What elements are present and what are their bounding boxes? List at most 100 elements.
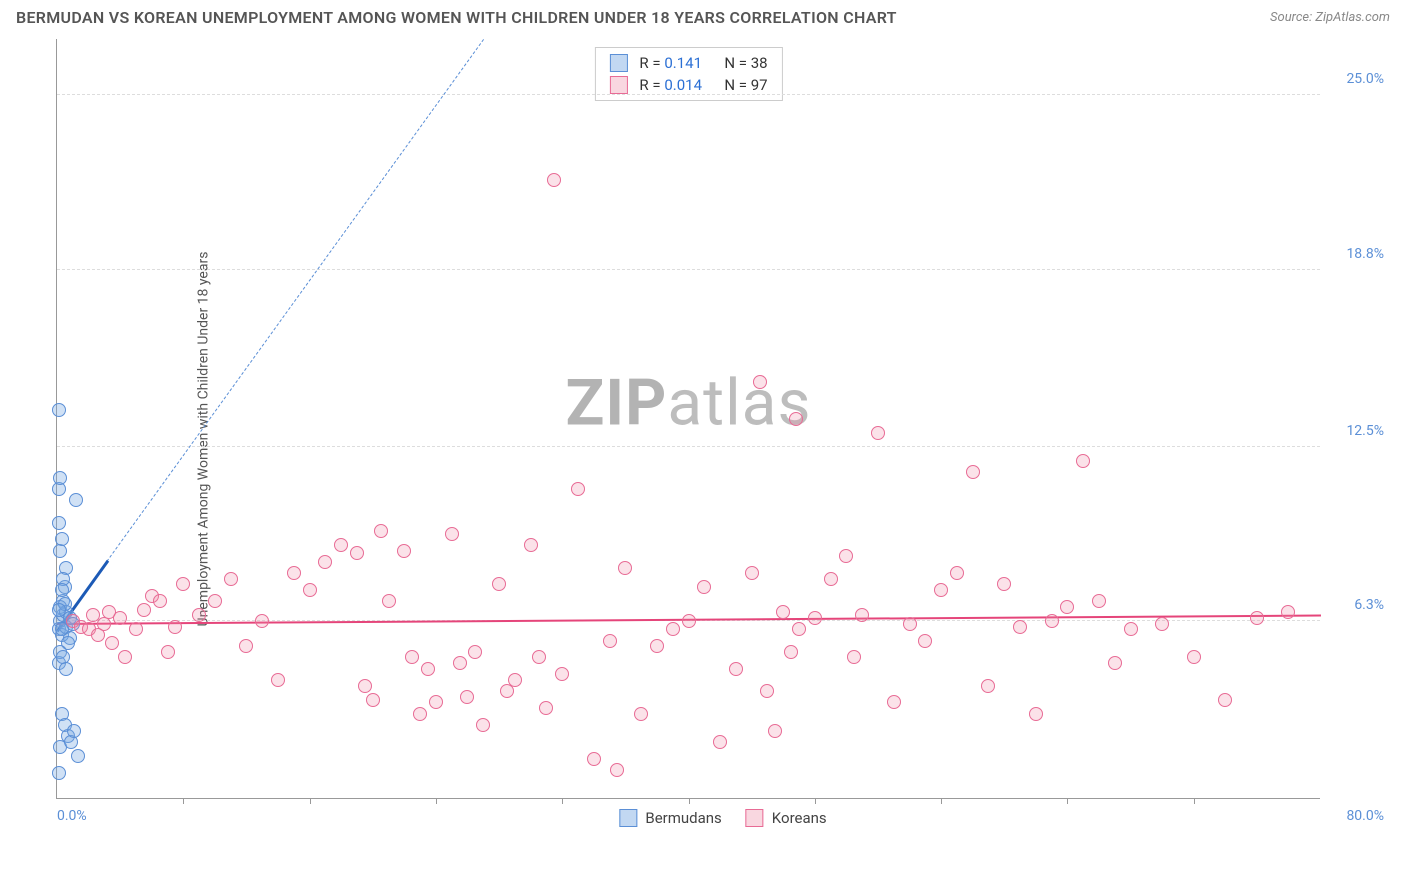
data-point-koreans [271, 673, 285, 687]
x-tick [1067, 798, 1068, 804]
data-point-koreans [547, 173, 561, 187]
data-point-koreans [224, 572, 238, 586]
data-point-koreans [255, 614, 269, 628]
swatch-bermudans [619, 809, 637, 827]
data-point-bermudans [67, 724, 81, 738]
data-point-koreans [397, 544, 411, 558]
data-point-koreans [303, 583, 317, 597]
data-point-koreans [682, 614, 696, 628]
data-point-koreans [981, 679, 995, 693]
data-point-koreans [768, 724, 782, 738]
data-point-koreans [508, 673, 522, 687]
data-point-koreans [334, 538, 348, 552]
data-point-koreans [1013, 620, 1027, 634]
data-point-koreans [1029, 707, 1043, 721]
y-tick-label: 18.8% [1346, 246, 1384, 262]
data-point-koreans [789, 412, 803, 426]
data-point-koreans [871, 426, 885, 440]
legend-label: Koreans [772, 809, 827, 827]
data-point-koreans [129, 622, 143, 636]
data-point-koreans [118, 650, 132, 664]
chart-title: BERMUDAN VS KOREAN UNEMPLOYMENT AMONG WO… [16, 8, 897, 27]
data-point-koreans [358, 679, 372, 693]
data-point-koreans [161, 645, 175, 659]
data-point-koreans [532, 650, 546, 664]
source-label: Source: ZipAtlas.com [1270, 10, 1390, 25]
x-axis-max-label: 80.0% [1346, 808, 1384, 824]
x-tick [183, 798, 184, 804]
data-point-koreans [453, 656, 467, 670]
data-point-koreans [1092, 594, 1106, 608]
data-point-koreans [366, 693, 380, 707]
data-point-koreans [1108, 656, 1122, 670]
chart-container: Unemployment Among Women with Children U… [56, 39, 1390, 839]
data-point-koreans [855, 608, 869, 622]
x-tick [689, 798, 690, 804]
data-point-bermudans [69, 493, 83, 507]
data-point-koreans [603, 634, 617, 648]
data-point-koreans [847, 650, 861, 664]
data-point-koreans [950, 566, 964, 580]
data-point-koreans [618, 561, 632, 575]
data-point-koreans [374, 524, 388, 538]
data-point-koreans [1060, 600, 1074, 614]
correlation-legend-row-bermudans: R = 0.141 N = 38 [595, 52, 781, 74]
data-point-koreans [792, 622, 806, 636]
data-point-koreans [903, 617, 917, 631]
data-point-koreans [168, 620, 182, 634]
data-point-koreans [555, 667, 569, 681]
data-point-koreans [382, 594, 396, 608]
data-point-koreans [239, 639, 253, 653]
data-point-koreans [429, 695, 443, 709]
data-point-koreans [445, 527, 459, 541]
x-tick [562, 798, 563, 804]
data-point-koreans [1218, 693, 1232, 707]
data-point-koreans [105, 636, 119, 650]
data-point-koreans [745, 566, 759, 580]
data-point-bermudans [59, 662, 73, 676]
x-tick [815, 798, 816, 804]
y-tick-label: 25.0% [1346, 71, 1384, 87]
data-point-koreans [966, 465, 980, 479]
data-point-bermudans [52, 603, 66, 617]
data-point-koreans [753, 375, 767, 389]
data-point-koreans [318, 555, 332, 569]
data-point-koreans [571, 482, 585, 496]
x-tick [436, 798, 437, 804]
data-point-koreans [918, 634, 932, 648]
data-point-koreans [887, 695, 901, 709]
series-legend: Bermudans Koreans [619, 809, 826, 827]
data-point-koreans [729, 662, 743, 676]
swatch-koreans [609, 76, 627, 94]
gridline [57, 446, 1320, 447]
data-point-koreans [1045, 614, 1059, 628]
data-point-koreans [784, 645, 798, 659]
data-point-koreans [176, 577, 190, 591]
data-point-koreans [1187, 650, 1201, 664]
data-point-koreans [997, 577, 1011, 591]
data-point-koreans [413, 707, 427, 721]
data-point-bermudans [52, 766, 66, 780]
data-point-bermudans [52, 403, 66, 417]
watermark: ZIPatlas [566, 366, 812, 441]
data-point-koreans [666, 622, 680, 636]
data-point-koreans [760, 684, 774, 698]
trend-line [57, 39, 484, 631]
data-point-koreans [610, 763, 624, 777]
data-point-koreans [587, 752, 601, 766]
correlation-legend-row-koreans: R = 0.014 N = 97 [595, 74, 781, 96]
data-point-koreans [492, 577, 506, 591]
y-tick-label: 6.3% [1354, 597, 1384, 613]
data-point-koreans [137, 603, 151, 617]
data-point-koreans [476, 718, 490, 732]
data-point-koreans [460, 690, 474, 704]
y-tick-label: 12.5% [1346, 423, 1384, 439]
correlation-legend: R = 0.141 N = 38 R = 0.014 N = 97 [594, 47, 782, 101]
data-point-koreans [839, 549, 853, 563]
data-point-koreans [776, 605, 790, 619]
swatch-koreans [746, 809, 764, 827]
legend-item-bermudans: Bermudans [619, 809, 721, 827]
data-point-bermudans [53, 471, 67, 485]
swatch-bermudans [609, 54, 627, 72]
data-point-koreans [350, 546, 364, 560]
